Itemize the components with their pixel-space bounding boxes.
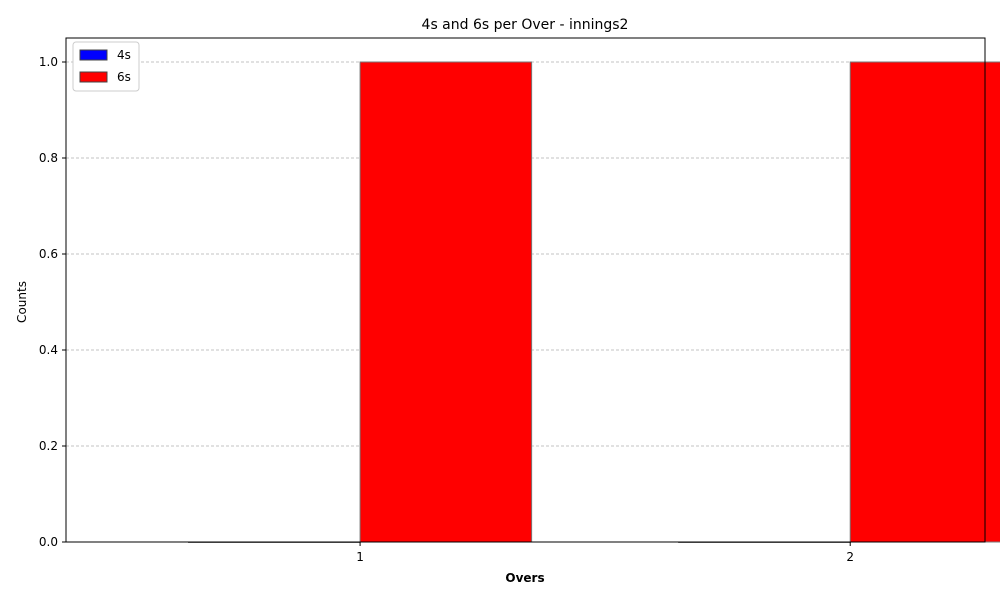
bars — [188, 61, 1000, 543]
chart-title: 4s and 6s per Over - innings2 — [422, 17, 629, 33]
y-tick-label: 0.2 — [39, 439, 58, 453]
y-tick-label: 0.6 — [39, 247, 58, 261]
bar-6s-over-2 — [849, 61, 1000, 543]
y-axis-label: Counts — [15, 281, 29, 323]
legend-label-4s: 4s — [117, 48, 131, 62]
plot-area-frame — [65, 37, 986, 543]
x-tick-label: 1 — [356, 550, 364, 564]
y-tick-label: 1.0 — [39, 55, 58, 69]
x-tick-label: 2 — [846, 550, 854, 564]
y-tick-label: 0.8 — [39, 151, 58, 165]
legend: 4s 6s — [72, 41, 140, 92]
legend-label-6s: 6s — [117, 70, 131, 84]
y-tick-label: 0.0 — [39, 535, 58, 549]
y-tick-label: 0.4 — [39, 343, 58, 357]
legend-swatch-6s — [79, 71, 108, 83]
x-axis-label: Overs — [505, 571, 544, 585]
bar-6s-over-1 — [359, 61, 533, 543]
legend-swatch-4s — [79, 49, 108, 61]
y-axis: 0.0 0.2 0.4 0.6 0.8 1.0 — [39, 55, 66, 549]
